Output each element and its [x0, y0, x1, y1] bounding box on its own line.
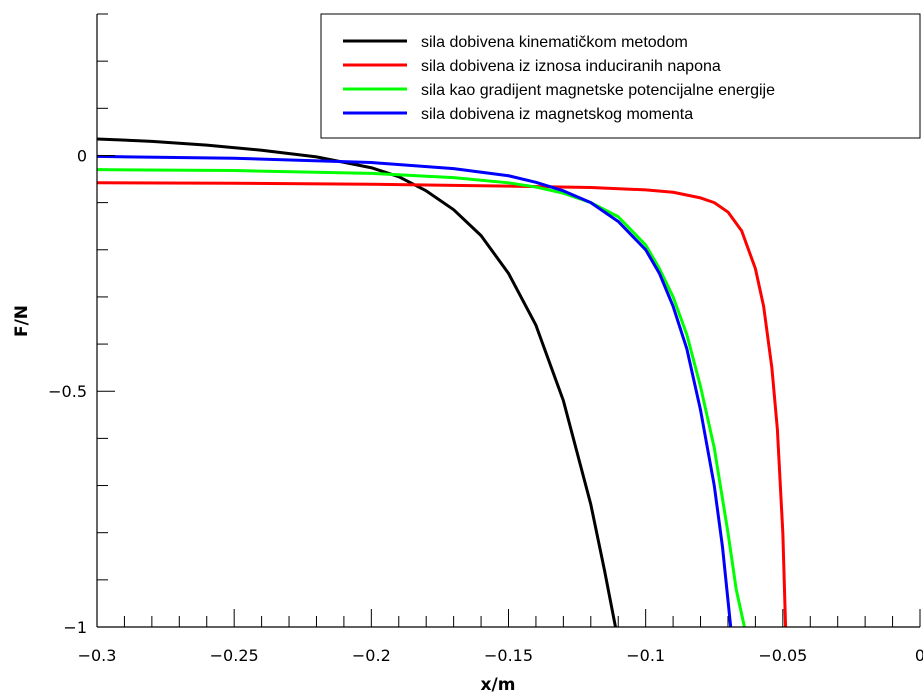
series-line-0 — [97, 137, 617, 627]
x-tick-label: −0.25 — [210, 646, 259, 665]
legend-box — [320, 13, 921, 139]
x-tick-label: −0.05 — [758, 646, 807, 665]
y-tick-label: 0 — [77, 146, 87, 165]
series-line-2 — [97, 168, 746, 627]
legend-label: sila dobivena iz iznosa induciranih napo… — [421, 58, 721, 75]
y-tick-label: −0.5 — [48, 382, 87, 401]
legend-label: sila dobivena iz magnetskog momenta — [421, 106, 693, 123]
x-tick-label: 0 — [915, 646, 923, 665]
series-line-1 — [97, 181, 788, 627]
legend: sila dobivena kinematičkom metodom sila d… — [320, 13, 921, 139]
x-tick-label: −0.1 — [626, 646, 665, 665]
plot-lines — [97, 137, 788, 627]
x-tick-label: −0.15 — [484, 646, 533, 665]
series-line-3 — [97, 154, 733, 627]
x-axis-title: x/m — [481, 675, 516, 695]
legend-label: sila kao gradijent magnetske potencijaln… — [421, 82, 775, 99]
y-tick-label: −1 — [63, 618, 87, 637]
ticks: −0.3 −0.25 −0.2 −0.15 −0.1 −0.05 0 0 −0.5 −1 — [48, 13, 923, 665]
legend-label: sila dobivena kinematičkom metodom — [421, 34, 688, 51]
y-axis-title: F/N — [12, 305, 32, 337]
x-tick-label: −0.3 — [78, 646, 117, 665]
x-tick-label: −0.2 — [352, 646, 391, 665]
